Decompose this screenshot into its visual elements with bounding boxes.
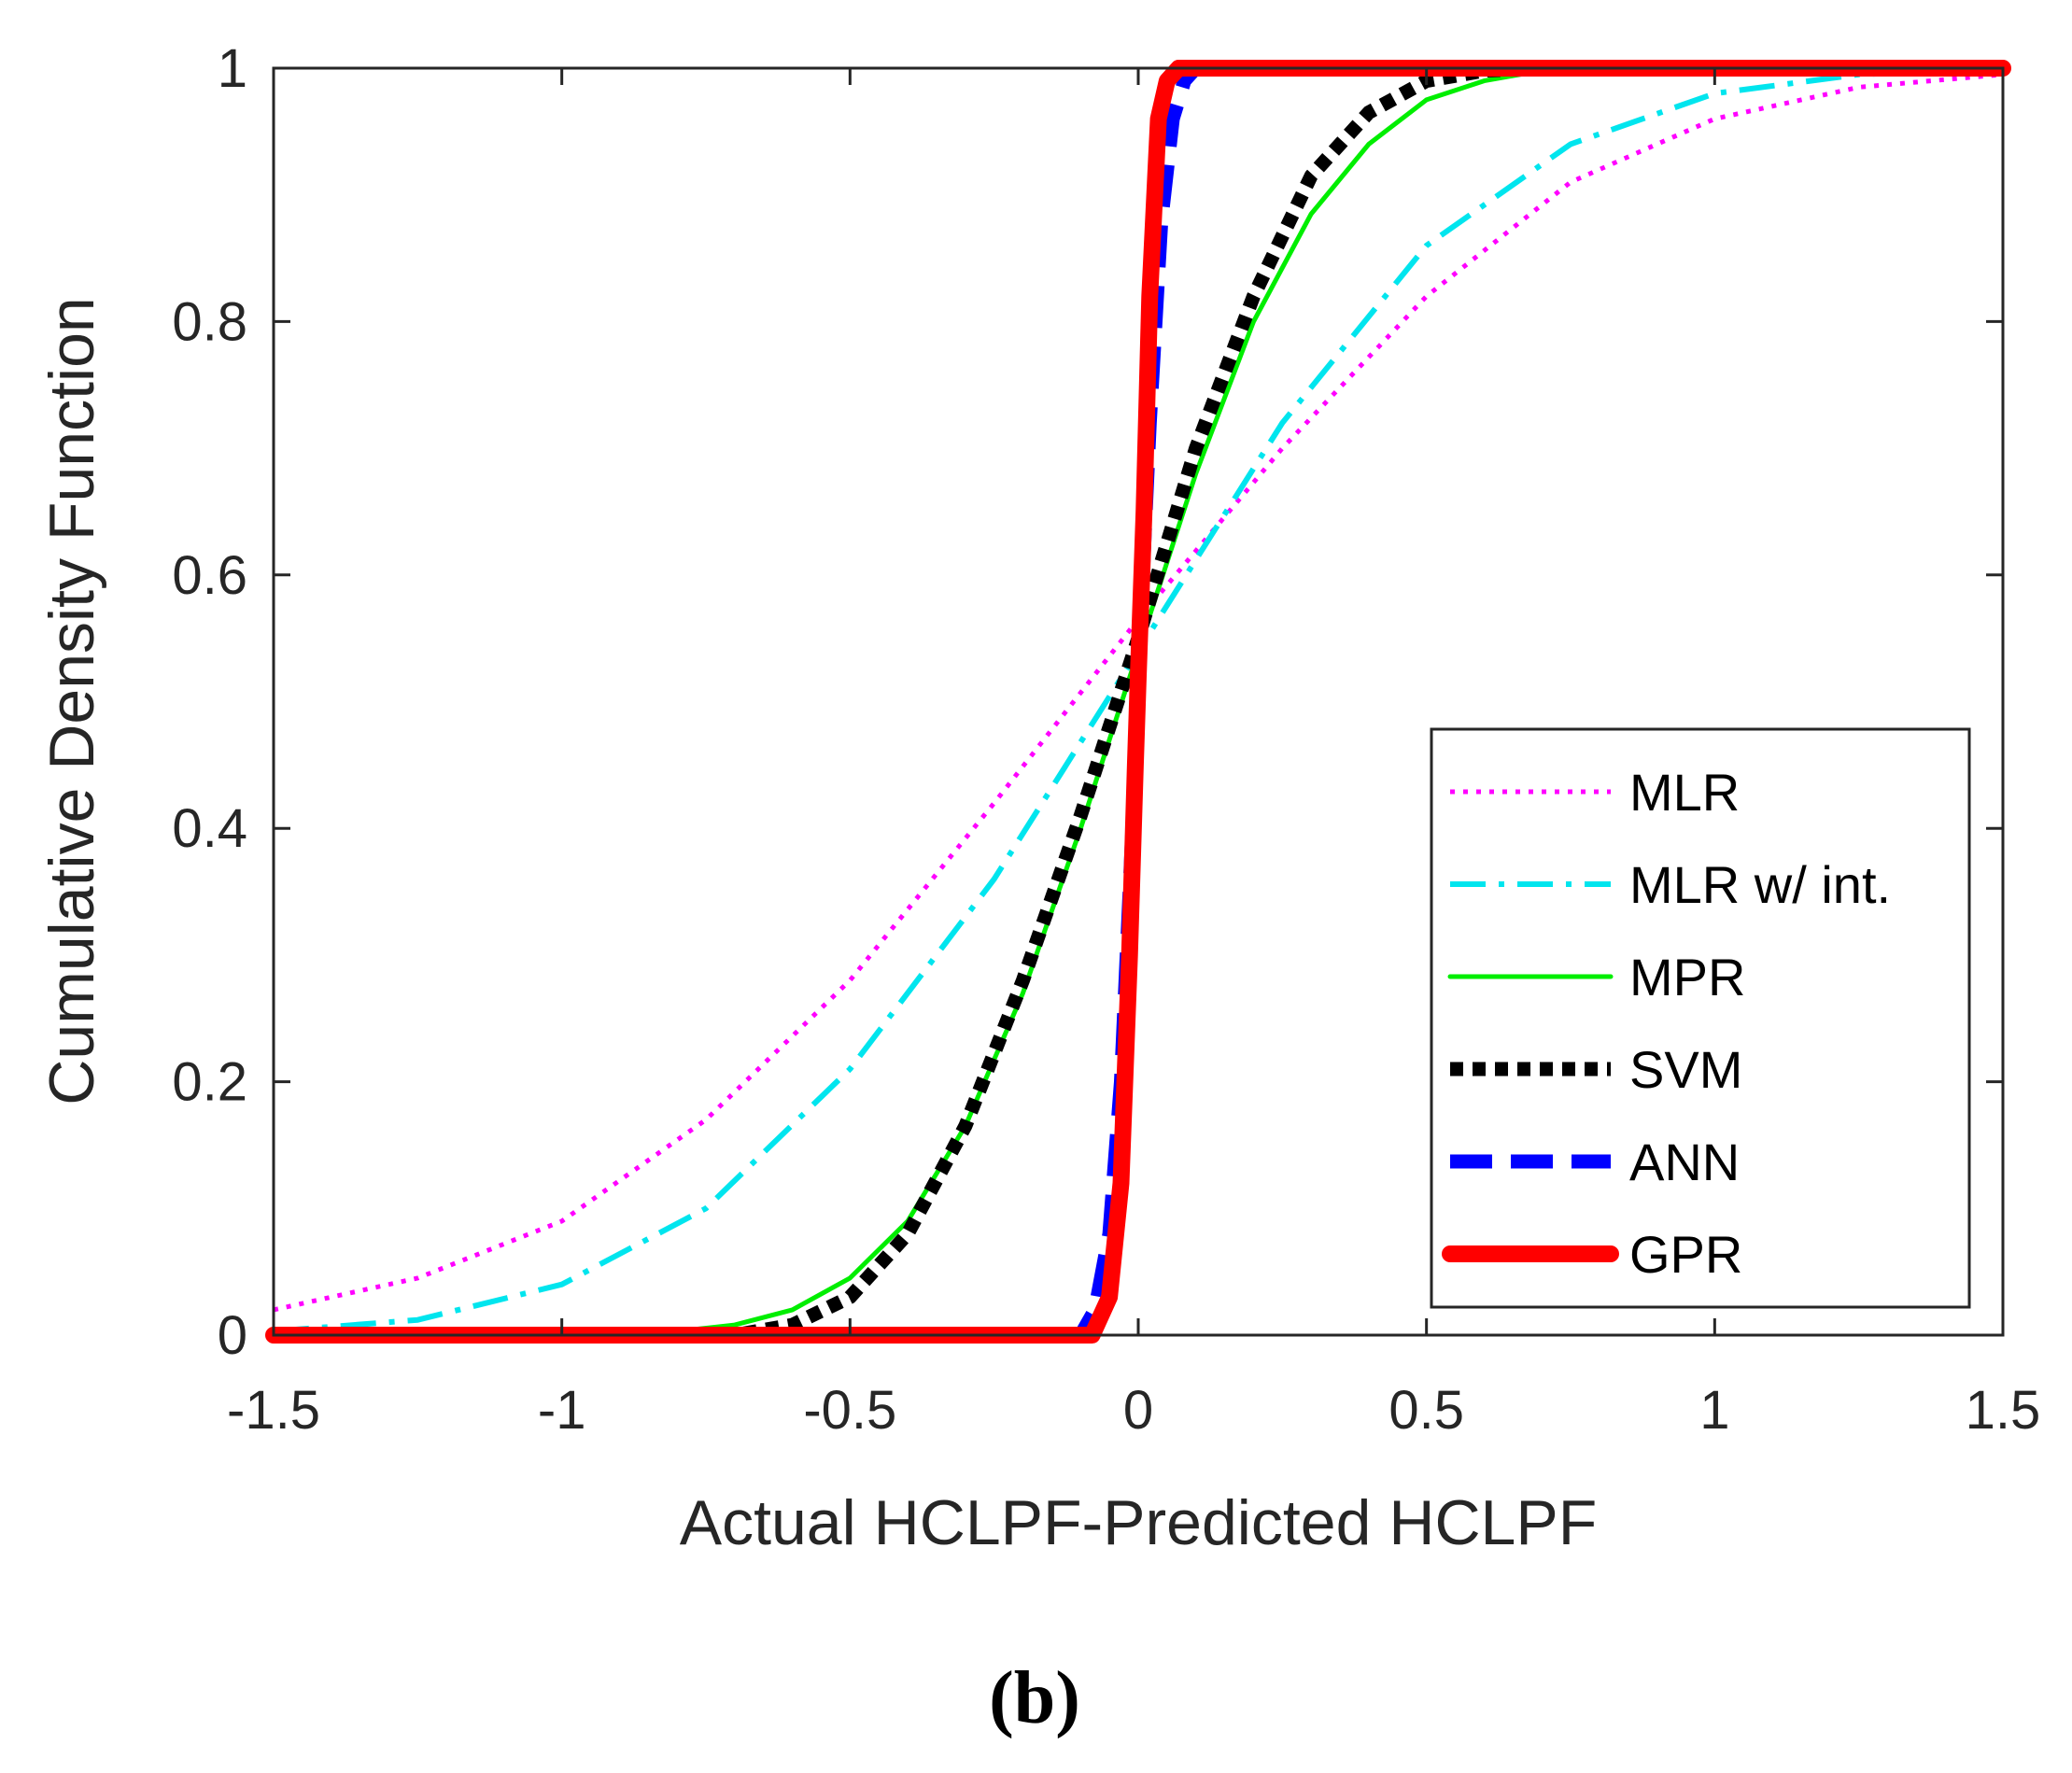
x-tick-label: -1.5	[227, 1380, 320, 1441]
y-tick-label: 0.8	[172, 291, 247, 352]
legend-label: SVM	[1629, 1040, 1742, 1099]
panel-caption: (b)	[989, 1657, 1080, 1739]
tick-layer: -1.5 -1 -0.5 0 0.5 1 1.5 0 0.2 0.4 0.6 0.8 1	[172, 38, 2040, 1441]
legend-label: GPR	[1629, 1225, 1742, 1284]
series-line-mpr	[271, 65, 2006, 1338]
x-axis-label: Actual HCLPF-Predicted HCLPF	[680, 1487, 1598, 1558]
y-tick-label: 0	[218, 1305, 247, 1366]
x-tick-label: -1	[538, 1380, 586, 1441]
x-tick-label: 1.5	[1966, 1380, 2041, 1441]
legend-box	[1430, 727, 1971, 1309]
y-tick-label: 0.6	[172, 545, 247, 606]
x-tick-label: 0	[1123, 1380, 1153, 1441]
x-tick-label: 1	[1699, 1380, 1729, 1441]
y-axis-label: Cumulative Density Function	[36, 297, 107, 1105]
y-tick-label: 0.4	[172, 798, 247, 859]
legend-label: ANN	[1629, 1133, 1740, 1191]
legend-label: MLR	[1629, 763, 1740, 822]
x-tick-label: -0.5	[803, 1380, 896, 1441]
legend-label: MLR w/ int.	[1629, 855, 1891, 914]
legend-label: MPR	[1629, 948, 1745, 1006]
y-tick-label: 0.2	[172, 1052, 247, 1113]
x-tick-label: 0.5	[1388, 1380, 1464, 1441]
series-line-gpr	[265, 60, 2011, 1344]
series-layer	[265, 60, 2011, 1344]
y-tick-label: 1	[218, 38, 247, 99]
legend: MLR MLR w/ int. MPR SVM ANN GPR	[1430, 727, 1971, 1309]
